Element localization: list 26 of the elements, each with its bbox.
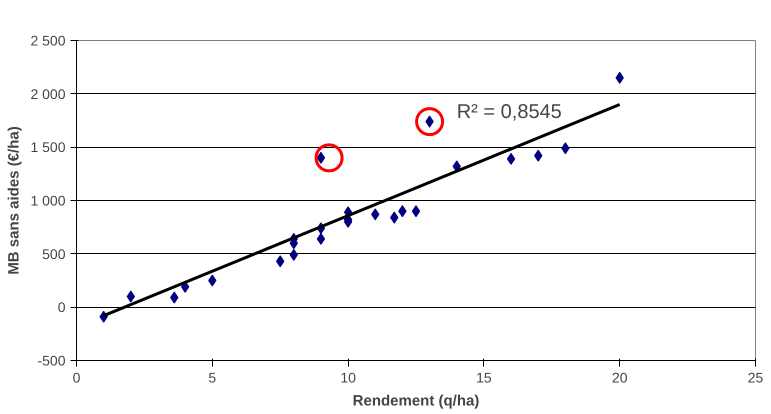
point bbox=[412, 205, 420, 218]
y-tick-label: -500 bbox=[37, 352, 66, 368]
point bbox=[398, 205, 407, 218]
point bbox=[314, 143, 344, 172]
point bbox=[506, 152, 516, 165]
point bbox=[561, 142, 570, 154]
x-tick-label: 15 bbox=[476, 370, 492, 386]
point bbox=[208, 274, 216, 286]
x-tick-label: 10 bbox=[340, 370, 356, 386]
annotation: R² = 0,8545 bbox=[456, 100, 562, 123]
y-tick-label: 1 500 bbox=[30, 139, 66, 156]
x-axis-title: Rendement (q/ha) bbox=[352, 392, 480, 410]
y-axis-title: MB sans aides (€/ha) bbox=[5, 126, 22, 275]
y-tick-label: 0 bbox=[58, 299, 66, 316]
point bbox=[316, 152, 326, 164]
y-tick-label: 2 500 bbox=[30, 32, 66, 48]
x-tick-label: 0 bbox=[72, 370, 81, 386]
point bbox=[316, 232, 326, 245]
point bbox=[415, 107, 444, 136]
x-tick-label: 20 bbox=[612, 370, 628, 386]
y-tick-label: 1 000 bbox=[30, 192, 66, 208]
point bbox=[126, 290, 135, 302]
y-tick-label: 2 000 bbox=[30, 86, 66, 102]
x-tick-label: 25 bbox=[748, 370, 764, 386]
x-tick-label: 5 bbox=[208, 370, 216, 386]
y-tick-label: 500 bbox=[42, 246, 66, 262]
